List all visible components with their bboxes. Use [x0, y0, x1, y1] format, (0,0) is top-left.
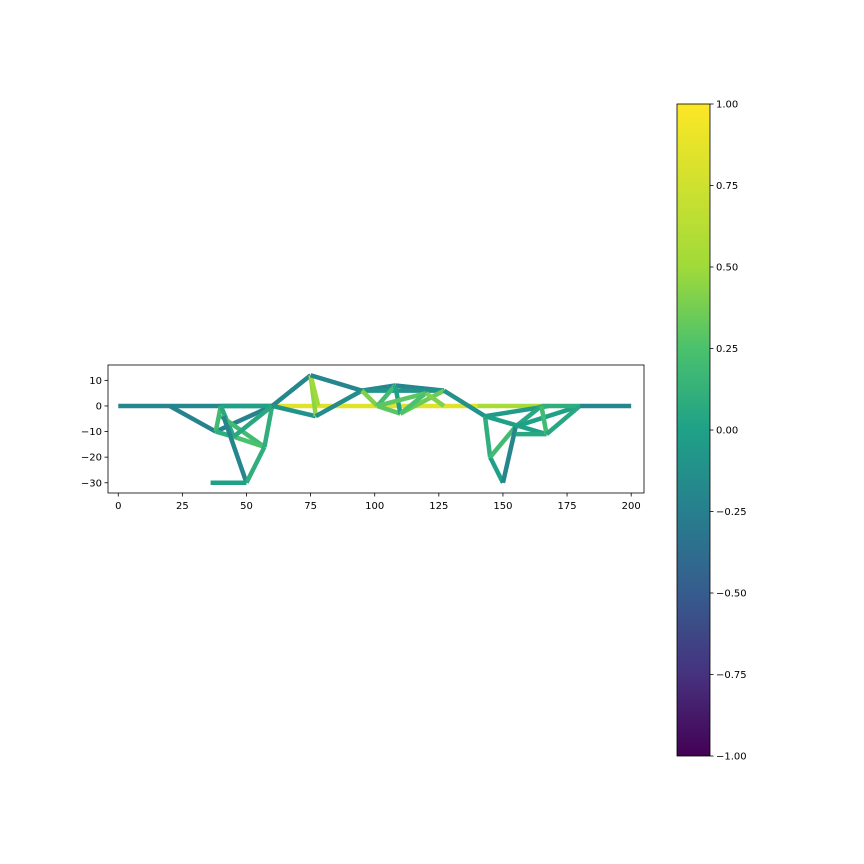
truss-member-5	[213, 405, 224, 433]
truss-member-10	[221, 415, 249, 484]
truss-members	[118, 373, 632, 486]
colorbar-tick-label: 0.75	[716, 181, 738, 192]
colorbar-tick-label: −0.25	[716, 507, 747, 518]
truss-member-32	[424, 391, 446, 408]
x-tick-label: 25	[176, 501, 189, 512]
x-tick-label: 150	[493, 501, 512, 512]
colorbar-tick-label: −0.50	[716, 589, 747, 600]
y-tick-label: −10	[81, 427, 102, 438]
truss-member-45	[539, 405, 549, 435]
truss-member-37	[488, 424, 518, 459]
truss-member-21	[314, 388, 363, 419]
x-tick-label: 200	[622, 501, 641, 512]
x-tick-label: 125	[429, 501, 448, 512]
truss-member-46	[545, 404, 582, 436]
x-tick-label: 175	[558, 501, 577, 512]
colorbar-tick-label: −0.75	[716, 670, 747, 681]
truss-member-33	[442, 388, 487, 419]
y-tick-label: −20	[81, 453, 102, 464]
truss-member-35	[482, 415, 493, 458]
truss-member-19	[308, 374, 321, 407]
truss-member-9	[232, 434, 266, 450]
truss-member-25	[360, 389, 379, 408]
truss-member-38	[500, 425, 518, 484]
colorbar-tick-label: 0.00	[716, 426, 738, 437]
plot-frame	[107, 364, 645, 494]
y-axis: 10 0 −10 −20 −30	[81, 376, 108, 489]
x-tick-label: 100	[365, 501, 384, 512]
truss-member-20	[309, 373, 363, 393]
colorbar-tick-label: 0.25	[716, 344, 738, 355]
y-tick-label: 0	[96, 401, 102, 412]
truss-member-17	[271, 403, 317, 419]
truss-member-2	[168, 403, 217, 434]
truss-member-12	[262, 405, 275, 448]
colorbar: 1.00 0.75 0.50 0.25 0.00 −0.25 −0.50 −0.75 −1.00	[676, 100, 747, 763]
truss-member-26	[375, 383, 397, 408]
truss-member-11	[244, 445, 267, 484]
colorbar-tick-label: 1.00	[716, 100, 738, 111]
x-axis: 0 25 50 75 100 125 150 175 200	[115, 493, 641, 512]
truss-member-30	[376, 390, 427, 409]
x-tick-label: 50	[240, 501, 253, 512]
truss-member-16	[270, 373, 313, 408]
truss-member-43	[515, 403, 581, 429]
truss-member-13	[232, 404, 274, 439]
colorbar-tick-label: 0.50	[716, 263, 738, 274]
x-tick-label: 0	[115, 501, 121, 512]
y-tick-label: −30	[81, 478, 102, 489]
y-tick-label: 10	[89, 376, 102, 387]
main-plot: 0 25 50 75 100 125 150 175 200 100−10−20−30	[81, 364, 645, 512]
truss-member-36	[488, 456, 505, 484]
x-tick-label: 75	[304, 501, 317, 512]
truss-member-31	[398, 391, 428, 416]
colorbar-axis: 1.00 0.75 0.50 0.25 0.00 −0.25 −0.50 −0.75 −1.00	[710, 100, 747, 763]
colorbar-tick-label: −1.00	[716, 752, 747, 763]
colorbar-gradient	[677, 104, 710, 756]
